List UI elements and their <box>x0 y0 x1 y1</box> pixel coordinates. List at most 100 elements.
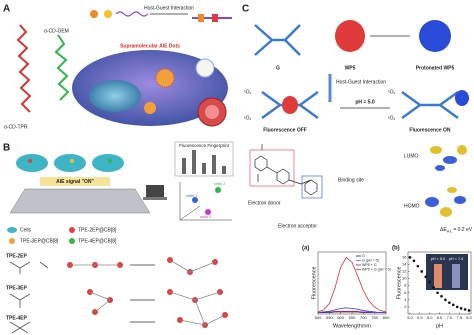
ring <box>212 14 218 22</box>
bar <box>222 166 226 174</box>
orbital-label: HOMO <box>404 203 420 209</box>
cell <box>16 154 48 172</box>
series-line <box>317 310 386 314</box>
point <box>436 291 439 295</box>
y-tick-label: 10 <box>402 276 407 281</box>
inset-photo <box>426 254 468 290</box>
cluster-label: cells 2 <box>214 181 226 186</box>
legend-text: TPE-4EP@CB[8] <box>78 238 117 244</box>
complex <box>401 90 459 120</box>
series-line <box>317 256 387 313</box>
x-tick-label: 500 <box>315 315 322 320</box>
y-tick-label: 6 <box>404 290 407 295</box>
gap-value: = 0.2 eV <box>453 227 472 233</box>
x-tick-label: 600 <box>337 315 344 320</box>
orbital-label: LUMO <box>404 153 419 159</box>
x-tick-label: 6.5 <box>437 315 443 320</box>
x-tick-label: 7.0 <box>447 315 453 320</box>
molecule-label: Protonated WP5 <box>416 65 455 71</box>
point <box>463 308 467 311</box>
gap-subscript: H-L <box>447 229 453 233</box>
orbital <box>443 156 457 164</box>
point <box>444 298 447 302</box>
annotation: Electron donor <box>248 200 281 206</box>
aie-dot <box>155 68 175 88</box>
bar <box>182 158 186 174</box>
point <box>467 309 471 312</box>
molecule-label: G <box>276 65 280 71</box>
banner-text: AIE signal "ON" <box>56 179 94 185</box>
x-axis-label: Wavelength/nm <box>333 323 371 329</box>
cluster <box>192 197 198 203</box>
highlight <box>301 175 323 199</box>
panel-label: B <box>3 143 10 154</box>
nucleus <box>89 80 141 112</box>
orbital <box>435 165 445 171</box>
dot <box>108 159 112 163</box>
arrow <box>130 264 155 323</box>
y-tick-label: 16 <box>402 254 407 259</box>
molecule-label: TPE-3EP <box>6 285 28 291</box>
panel-c: C G WP5 Protonated WP5 Host-Guest Intera… <box>242 4 473 234</box>
singlet-oxygen: ¹O₂ <box>244 89 252 95</box>
point <box>432 286 435 289</box>
legend-text: WP5 + G <box>362 263 377 267</box>
y-tick-label: 8 <box>404 283 407 288</box>
molecule-label: α-CD-GEM <box>44 28 69 34</box>
network-links <box>70 259 226 326</box>
aie-dot <box>205 105 219 119</box>
x-tick-label: 750 <box>371 315 378 320</box>
molecule <box>16 24 32 113</box>
x-tick-label: 800 <box>383 315 390 320</box>
panel-a: A α-CD-GEM α-CD-TPR Host-Guest Interacti… <box>3 4 232 130</box>
well-plate <box>9 188 151 214</box>
point <box>451 303 455 307</box>
legend-text: TPE-2EP@CB[8] <box>78 227 117 233</box>
complex-ring <box>282 96 298 114</box>
structure <box>254 144 318 196</box>
orbital <box>454 196 466 204</box>
host-molecule <box>335 20 365 52</box>
singlet-oxygen: ¹O₂ <box>388 115 396 121</box>
arrow-label: Host-Guest Interaction <box>336 79 386 85</box>
legend-icon <box>7 227 17 233</box>
dots-label: Supramolecular AIE Dots <box>120 43 180 49</box>
legend-icon <box>69 227 75 233</box>
icon <box>90 10 98 18</box>
panel-label: C <box>242 4 249 15</box>
point <box>428 280 431 284</box>
legend-icon <box>69 238 75 244</box>
legend-text: TPE-3EP@CB[8] <box>20 238 59 244</box>
cell <box>92 154 124 172</box>
legend-icon <box>9 238 15 244</box>
x-tick-label: 700 <box>360 315 367 320</box>
molecule-label: TPE-2EP <box>6 253 28 259</box>
axes-3d <box>179 205 201 221</box>
guest-molecule <box>254 24 301 56</box>
orbital <box>440 207 452 217</box>
cluster-label: cells 3 <box>200 214 212 219</box>
x-tick-label: 650 <box>349 315 356 320</box>
aie-dot <box>144 102 156 114</box>
state-label: Fluorescence ON <box>409 127 451 133</box>
x-tick-label: 5.5 <box>417 315 423 320</box>
x-tick-label: 6.0 <box>427 315 433 320</box>
x-tick-label: 7.5 <box>456 315 462 320</box>
bar <box>212 155 216 174</box>
vial <box>452 264 460 288</box>
x-axis-label: pH <box>436 323 443 329</box>
chart-title: (b) <box>392 246 400 252</box>
inset-label: pH = 5.0 <box>431 257 445 261</box>
orbital <box>425 197 439 207</box>
gap-symbol: ΔE <box>440 227 447 233</box>
legend-text: WP5 + G (pH = 5) <box>362 267 391 271</box>
laptop <box>143 197 167 200</box>
point <box>424 275 428 279</box>
point <box>408 256 412 259</box>
dot <box>70 159 74 163</box>
point <box>440 294 443 298</box>
laptop <box>146 185 164 197</box>
point <box>455 305 459 309</box>
